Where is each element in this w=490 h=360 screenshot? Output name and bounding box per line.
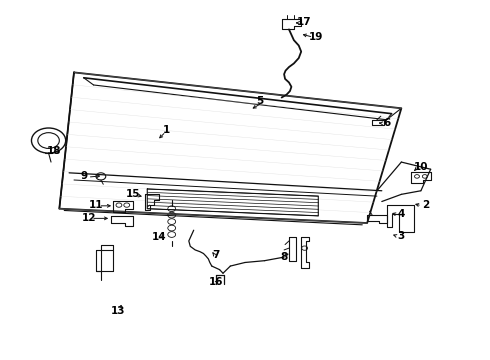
Text: 17: 17 xyxy=(296,17,311,27)
Text: 3: 3 xyxy=(398,231,405,240)
Text: 2: 2 xyxy=(422,200,429,210)
Text: 7: 7 xyxy=(212,250,220,260)
Text: 14: 14 xyxy=(152,232,167,242)
Text: 11: 11 xyxy=(89,200,103,210)
Text: 12: 12 xyxy=(81,213,96,222)
Text: 6: 6 xyxy=(383,118,391,128)
Text: 8: 8 xyxy=(280,252,288,262)
Text: 13: 13 xyxy=(111,306,125,316)
Text: 10: 10 xyxy=(414,162,428,172)
Text: 19: 19 xyxy=(309,32,323,41)
Text: 9: 9 xyxy=(80,171,87,181)
Text: 4: 4 xyxy=(398,209,405,219)
Text: 1: 1 xyxy=(163,125,171,135)
Text: 18: 18 xyxy=(47,146,62,156)
Text: 5: 5 xyxy=(256,96,263,106)
Text: 16: 16 xyxy=(208,277,223,287)
Text: 15: 15 xyxy=(125,189,140,199)
